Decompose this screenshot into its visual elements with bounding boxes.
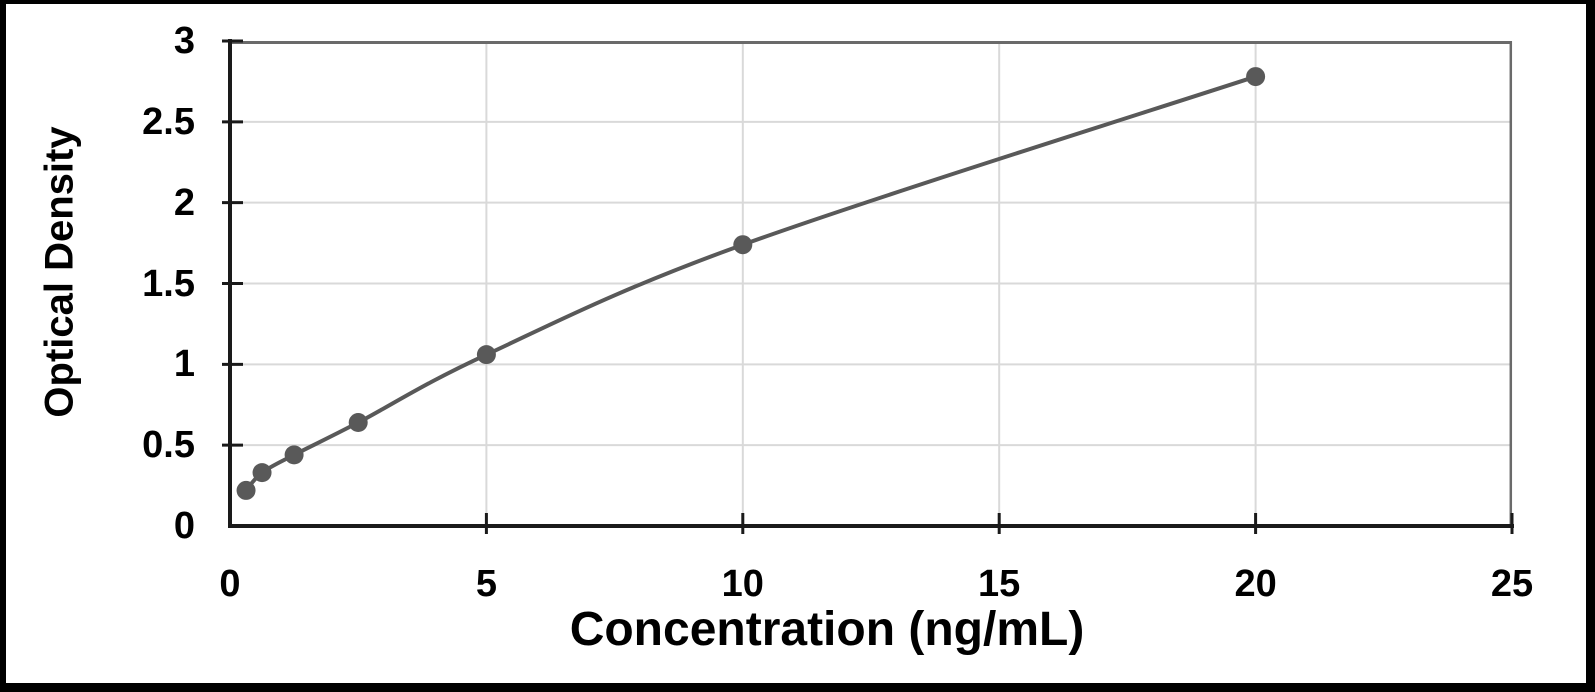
y-tick-label: 1 [173,343,195,386]
x-tick-label: 10 [721,563,764,605]
y-tick-label: 0 [173,505,195,547]
y-tick-label: 2.5 [142,100,195,143]
y-tick-label: 1.5 [142,262,195,305]
data-point-marker [476,345,496,365]
y-tick-label: 3 [173,20,195,62]
x-tick-label: 5 [475,563,497,605]
data-point-marker [1246,67,1266,87]
chart-canvas [222,39,1514,534]
data-point-marker [284,445,304,465]
plot-area [222,39,1514,534]
x-tick-label: 15 [978,563,1021,605]
data-point-marker [252,463,272,483]
x-axis-title: Concentration (ng/mL) [569,603,1085,656]
x-tick-label: 25 [1490,563,1534,605]
y-axis-title: Optical Density [37,126,82,418]
x-tick-label: 20 [1234,563,1277,605]
y-tick-label: 0.5 [142,424,195,467]
y-tick-label: 2 [173,181,195,224]
x-tick-label: 0 [219,563,241,605]
data-point-marker [236,480,256,500]
data-point-marker [733,235,753,255]
data-point-marker [348,413,368,433]
